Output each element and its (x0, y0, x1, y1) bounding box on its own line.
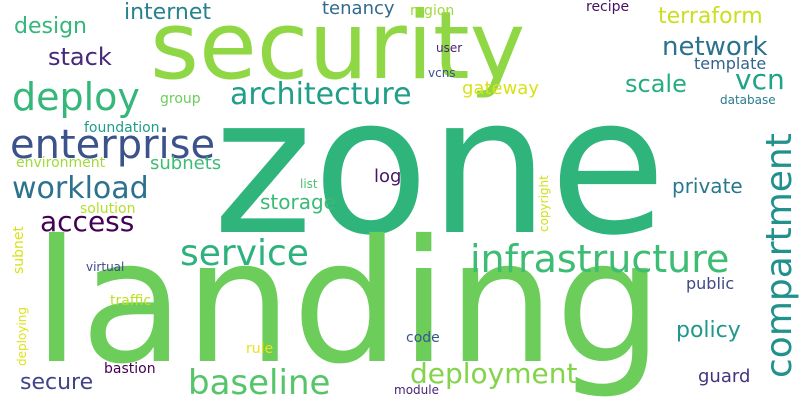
word-bastion: bastion (104, 361, 156, 377)
word-vcns: vcns (428, 66, 456, 80)
word-rule: rule (246, 341, 274, 357)
word-storage: storage (260, 190, 336, 214)
word-deploy: deploy (12, 75, 140, 119)
word-virtual: virtual (86, 260, 125, 274)
word-infrastructure: infrastructure (470, 237, 730, 281)
word-template: template (694, 54, 767, 73)
word-service: service (180, 233, 309, 274)
word-compartment: compartment (759, 133, 800, 378)
word-user: user (436, 41, 463, 55)
word-baseline: baseline (188, 363, 331, 400)
word-list: list (300, 177, 318, 191)
word-secure: secure (20, 370, 94, 395)
word-region: region (410, 3, 455, 19)
word-architecture: architecture (230, 77, 412, 112)
word-network: network (662, 32, 768, 62)
word-subnets: subnets (150, 153, 222, 174)
word-access: access (40, 205, 135, 238)
word-deployment: deployment (410, 357, 578, 390)
word-environment: environment (16, 155, 106, 171)
word-module: module (394, 383, 439, 397)
word-internet: internet (124, 0, 211, 25)
word-subnet: subnet (11, 225, 27, 274)
word-private: private (672, 174, 743, 198)
word-scale: scale (625, 70, 687, 98)
word-deploying: deploying (15, 307, 29, 366)
word-copyright: copyright (537, 175, 551, 232)
word-traffic: traffic (110, 293, 152, 309)
word-public: public (686, 274, 735, 293)
word-policy: policy (676, 318, 741, 343)
word-code: code (406, 330, 440, 346)
word-foundation: foundation (84, 120, 160, 136)
word-design: design (14, 14, 87, 39)
word-recipe: recipe (586, 0, 630, 15)
word-gateway: gateway (462, 78, 539, 99)
word-landing: landing (33, 204, 663, 400)
word-guard: guard (698, 366, 751, 387)
word-log: log (374, 166, 402, 187)
word-database: database (720, 93, 776, 107)
word-security: security (150, 0, 526, 101)
word-enterprise: enterprise (10, 122, 216, 168)
word-workload: workload (12, 171, 149, 206)
word-vcn: vcn (735, 63, 785, 96)
word-group: group (160, 91, 201, 107)
word-solution: solution (80, 201, 136, 217)
word-tenancy: tenancy (322, 0, 395, 19)
word-zone: zone (213, 56, 667, 277)
word-stack: stack (48, 43, 112, 71)
word-terraform: terraform (658, 4, 763, 29)
